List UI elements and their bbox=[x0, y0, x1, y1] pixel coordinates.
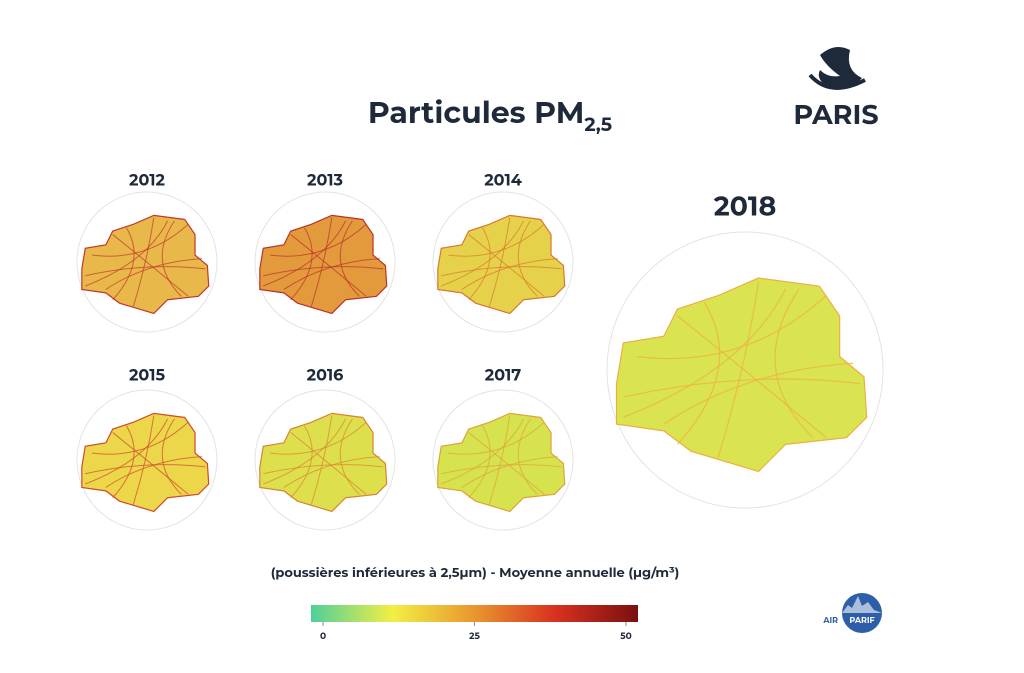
road bbox=[270, 421, 367, 455]
map-panel: 2012 bbox=[76, 172, 218, 333]
road bbox=[310, 217, 333, 307]
map-frame bbox=[432, 389, 574, 531]
road bbox=[85, 220, 169, 287]
road bbox=[263, 266, 384, 277]
paris-map bbox=[259, 412, 388, 513]
road bbox=[112, 234, 189, 297]
airparif-text: PARIF bbox=[849, 616, 874, 626]
map-panel: 2016 bbox=[254, 367, 396, 531]
road bbox=[112, 227, 135, 301]
paris-map bbox=[615, 277, 868, 473]
title: Particules PM2,5 bbox=[368, 94, 612, 136]
road bbox=[774, 288, 814, 439]
map-year: 2017 bbox=[485, 367, 522, 386]
paris-map bbox=[437, 214, 566, 315]
road bbox=[488, 415, 511, 505]
road bbox=[112, 432, 189, 495]
road bbox=[161, 418, 182, 495]
map-year: 2012 bbox=[129, 172, 165, 191]
road bbox=[468, 425, 491, 499]
road bbox=[283, 456, 380, 488]
paris-map bbox=[259, 214, 388, 315]
road bbox=[517, 220, 538, 297]
paris-logo: PARIS bbox=[793, 46, 879, 131]
road bbox=[517, 418, 538, 495]
map-frame bbox=[76, 389, 218, 531]
road bbox=[105, 456, 202, 488]
map-frame bbox=[76, 191, 218, 333]
title-subscript: 2,5 bbox=[584, 113, 612, 136]
paris-map bbox=[81, 412, 210, 513]
colorbar-tick-label: 25 bbox=[469, 631, 480, 642]
map-panel: 2015 bbox=[76, 367, 218, 531]
road bbox=[270, 223, 367, 257]
road bbox=[488, 217, 511, 307]
road bbox=[92, 421, 189, 455]
map-year: 2016 bbox=[307, 367, 344, 386]
road bbox=[468, 432, 545, 495]
road bbox=[290, 227, 313, 301]
road bbox=[461, 258, 558, 290]
colorbar-tick-label: 0 bbox=[320, 631, 326, 642]
map-year: 2014 bbox=[484, 172, 522, 191]
road bbox=[263, 464, 384, 475]
map-panel: 2013 bbox=[254, 172, 396, 333]
road bbox=[283, 258, 380, 290]
road bbox=[448, 223, 545, 257]
road bbox=[468, 234, 545, 297]
paris-logo-text: PARIS bbox=[793, 98, 878, 131]
map-year: 2018 bbox=[714, 189, 777, 222]
road bbox=[339, 418, 360, 495]
colorbar bbox=[311, 605, 638, 622]
road bbox=[676, 302, 721, 445]
road bbox=[290, 432, 367, 495]
map-year: 2013 bbox=[307, 172, 343, 191]
road bbox=[263, 418, 347, 485]
road bbox=[85, 418, 169, 485]
road bbox=[85, 266, 206, 277]
road bbox=[263, 220, 347, 287]
airparif-prefix: AIR bbox=[822, 616, 838, 626]
road bbox=[441, 418, 525, 485]
paris-map bbox=[81, 214, 210, 315]
road bbox=[310, 415, 333, 505]
colorbar-tick-label: 50 bbox=[620, 631, 631, 642]
road bbox=[461, 456, 558, 488]
road bbox=[161, 220, 182, 297]
road bbox=[717, 282, 760, 459]
road bbox=[441, 464, 562, 475]
road bbox=[339, 220, 360, 297]
road bbox=[468, 227, 491, 301]
road bbox=[290, 425, 313, 499]
road bbox=[132, 415, 155, 505]
road bbox=[448, 421, 545, 455]
road bbox=[132, 217, 155, 307]
road bbox=[623, 378, 861, 398]
map-frame bbox=[606, 231, 884, 509]
road bbox=[677, 315, 827, 439]
legend-caption: (poussières inférieures à 2,5µm) - Moyen… bbox=[271, 565, 680, 581]
map-frame bbox=[254, 389, 396, 531]
map-panel: 2017 bbox=[432, 367, 574, 531]
road bbox=[105, 258, 202, 290]
road bbox=[290, 234, 367, 297]
airparif-logo: AIR PARIF bbox=[822, 593, 882, 633]
road bbox=[441, 266, 562, 277]
road bbox=[85, 464, 206, 475]
paris-map bbox=[437, 412, 566, 513]
road bbox=[636, 295, 827, 360]
map-panel: 2014 bbox=[432, 172, 574, 333]
map-frame bbox=[254, 191, 396, 333]
road bbox=[663, 362, 854, 425]
title-text: Particules PM bbox=[368, 94, 585, 131]
road bbox=[441, 220, 525, 287]
road bbox=[623, 288, 787, 418]
map-year: 2015 bbox=[129, 367, 166, 386]
road bbox=[112, 425, 135, 499]
map-frame bbox=[432, 191, 574, 333]
map-panel: 2018 bbox=[606, 189, 884, 509]
road bbox=[92, 223, 189, 257]
